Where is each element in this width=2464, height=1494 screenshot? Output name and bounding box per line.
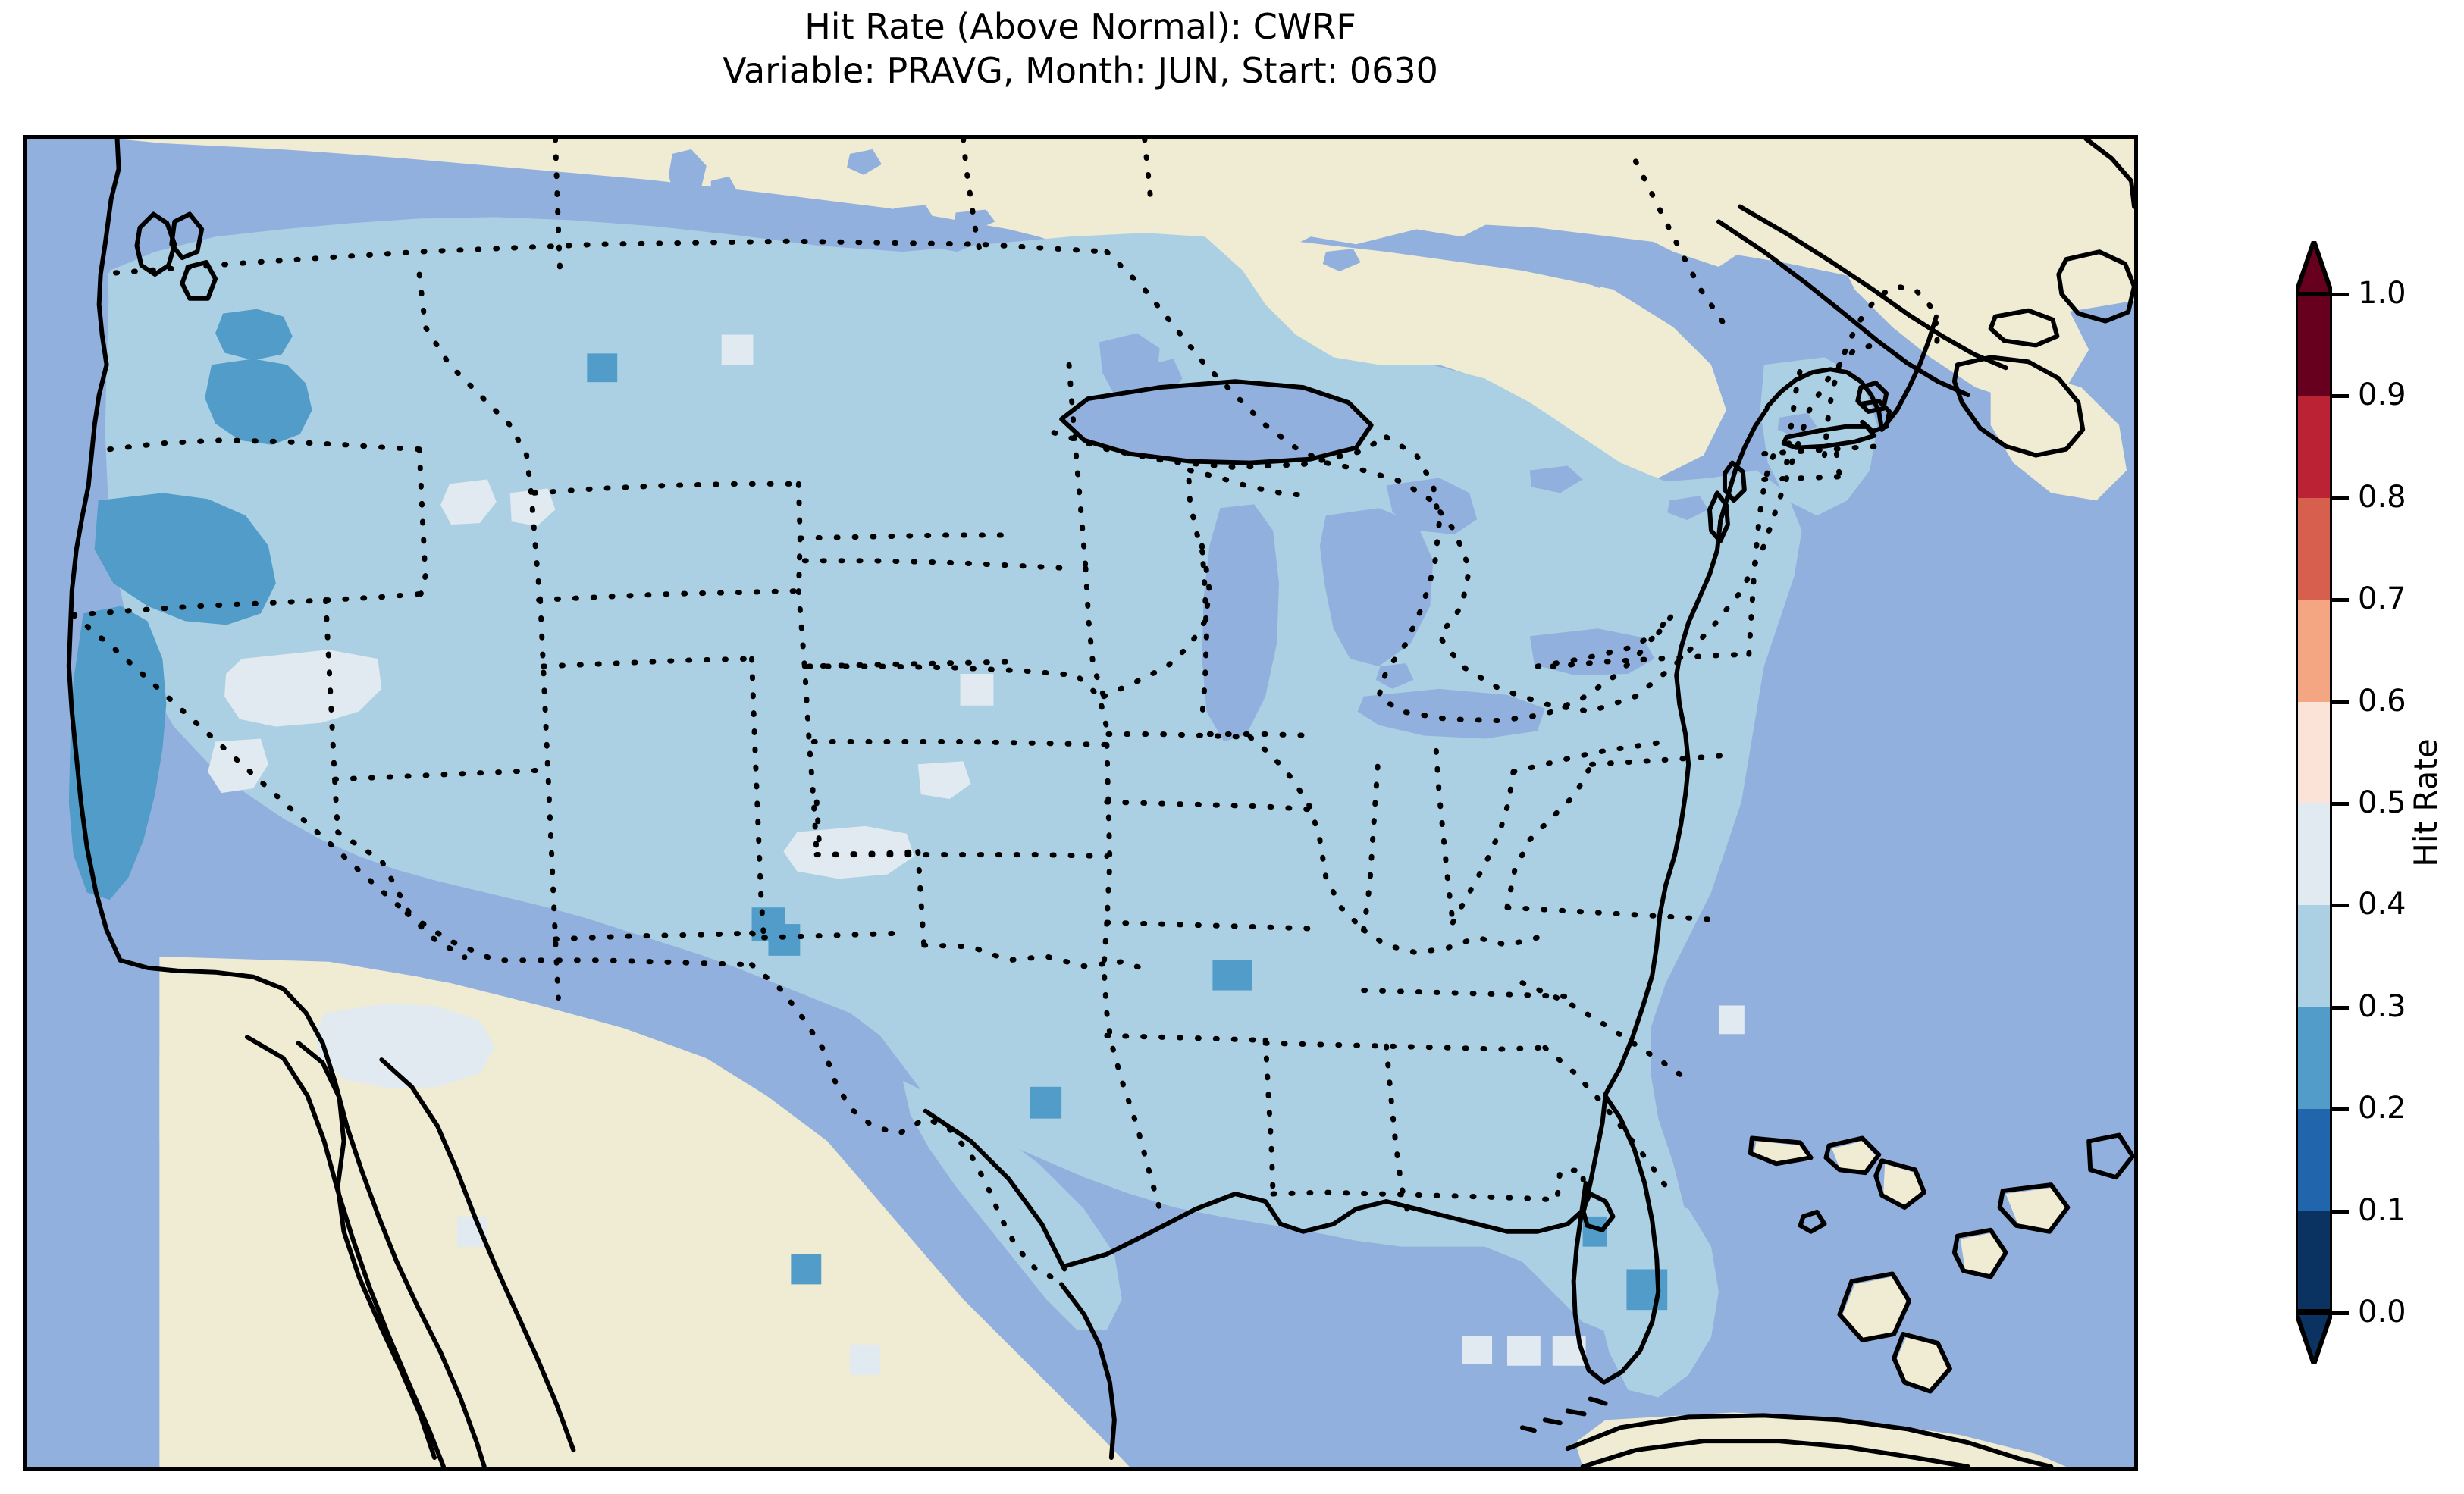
colorbar-segment-1 — [2296, 396, 2332, 500]
colorbar-segment-7 — [2296, 1007, 2332, 1110]
state-borders — [71, 139, 1941, 1284]
title-line-2: Variable: PRAVG, Month: JUN, Start: 0630 — [723, 50, 1438, 91]
colorbar-tick-mark-0.1 — [2332, 1209, 2349, 1214]
colorbar-axis-label: Hit Rate — [2407, 738, 2444, 867]
colorbar-tick-label-0.6: 0.6 — [2358, 683, 2406, 719]
colorbar-segment-9 — [2296, 1211, 2332, 1314]
colorbar-segment-8 — [2296, 1109, 2332, 1213]
colorbar-segment-5 — [2296, 803, 2332, 907]
colorbar-tick-mark-0.5 — [2332, 802, 2349, 806]
colorbar-tick-label-1.0: 1.0 — [2358, 276, 2406, 311]
colorbar-tick-label-0.0: 0.0 — [2358, 1295, 2406, 1330]
great-lakes — [1061, 381, 1655, 742]
colorbar-tick-label-0.2: 0.2 — [2358, 1091, 2406, 1126]
colorbar-tick-mark-0.7 — [2332, 598, 2349, 603]
colorbar-segment-6 — [2296, 905, 2332, 1009]
colorbar-ticks: 1.0 0.9 0.8 0.7 0.6 0.5 0.4 0.3 0.2 0.1 0.0 — [2332, 241, 2464, 1364]
colorbar-tick-label-0.3: 0.3 — [2358, 988, 2406, 1024]
colorbar-tick-label-0.7: 0.7 — [2358, 581, 2406, 617]
colorbar-segment-0 — [2296, 294, 2332, 397]
colorbar-tick-mark-0.6 — [2332, 700, 2349, 704]
colorbar-tick-label-0.1: 0.1 — [2358, 1192, 2406, 1228]
colorbar-tick-mark-1.0 — [2332, 293, 2349, 296]
map-heatmap — [27, 139, 2134, 1467]
colorbar-tick-label-0.9: 0.9 — [2358, 377, 2406, 413]
colorbar-tick-label-0.4: 0.4 — [2358, 887, 2406, 922]
colorbar-segments — [2296, 294, 2332, 1314]
chart-title: Hit Rate (Above Normal): CWRF Variable: … — [0, 5, 2161, 92]
data-grid-bin-0.4-0.5 — [208, 334, 1745, 1375]
colorbar-tick-label-0.8: 0.8 — [2358, 479, 2406, 515]
colorbar-segment-4 — [2296, 701, 2332, 805]
colorbar-tick-mark-0.9 — [2332, 394, 2349, 399]
title-line-1: Hit Rate (Above Normal): CWRF — [804, 6, 1356, 47]
colorbar-tick-mark-0.3 — [2332, 1005, 2349, 1010]
colorbar-tick-mark-0.0 — [2332, 1311, 2349, 1315]
colorbar-tick-mark-0.4 — [2332, 904, 2349, 908]
colorbar-segment-2 — [2296, 497, 2332, 601]
coastlines — [66, 139, 2134, 1467]
colorbar-outline — [2296, 241, 2332, 1364]
colorbar-tick-mark-0.8 — [2332, 496, 2349, 500]
colorbar: 1.0 0.9 0.8 0.7 0.6 0.5 0.4 0.3 0.2 0.1 0.0 — [2296, 241, 2406, 1364]
data-grid-bin-0.2-0.3 — [68, 309, 1668, 1311]
colorbar-segment-3 — [2296, 600, 2332, 703]
colorbar-tick-label-0.5: 0.5 — [2358, 785, 2406, 820]
map-axes — [23, 135, 2138, 1471]
colorbar-tick-mark-0.2 — [2332, 1107, 2349, 1112]
